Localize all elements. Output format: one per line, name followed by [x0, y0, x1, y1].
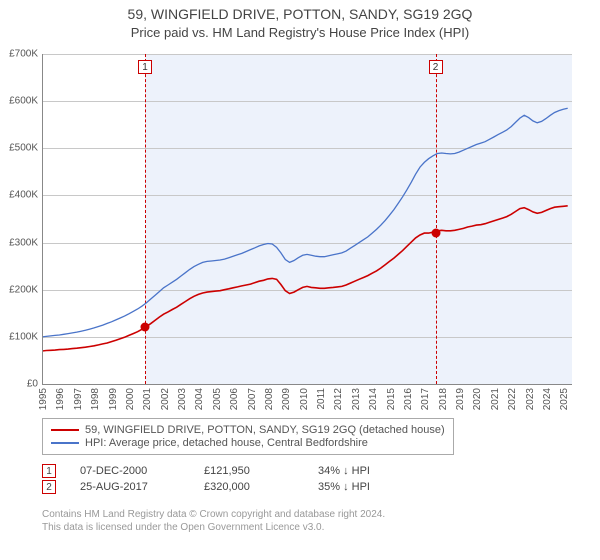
table-row: 1 07-DEC-2000 £121,950 34% ↓ HPI — [42, 464, 408, 478]
y-tick-label: £600K — [0, 96, 38, 107]
legend: 59, WINGFIELD DRIVE, POTTON, SANDY, SG19… — [42, 418, 454, 455]
x-tick-label: 2014 — [368, 388, 379, 410]
x-tick-label: 2017 — [420, 388, 431, 410]
y-tick-label: £300K — [0, 237, 38, 248]
x-tick-label: 2023 — [525, 388, 536, 410]
y-tick-label: £200K — [0, 284, 38, 295]
x-tick-label: 2004 — [194, 388, 205, 410]
x-tick-label: 2009 — [281, 388, 292, 410]
y-axis — [42, 54, 43, 384]
footer-line: This data is licensed under the Open Gov… — [42, 521, 385, 534]
x-tick-label: 2003 — [177, 388, 188, 410]
sale-diff: 35% ↓ HPI — [318, 481, 408, 493]
x-tick-label: 2007 — [247, 388, 258, 410]
x-tick-label: 2002 — [160, 388, 171, 410]
legend-label-hpi: HPI: Average price, detached house, Cent… — [85, 437, 368, 449]
x-tick-label: 2011 — [316, 388, 327, 410]
x-tick-label: 2021 — [490, 388, 501, 410]
x-tick-label: 2010 — [299, 388, 310, 410]
sale-flag-1: 1 — [42, 464, 56, 478]
x-tick-label: 2000 — [125, 388, 136, 410]
price-chart: £0£100K£200K£300K£400K£500K£600K£700K199… — [42, 54, 572, 384]
footer-attribution: Contains HM Land Registry data © Crown c… — [42, 508, 385, 534]
sale-price: £121,950 — [204, 465, 294, 477]
sale-flag-2: 2 — [42, 480, 56, 494]
x-tick-label: 1996 — [55, 388, 66, 410]
series-property — [42, 206, 568, 351]
y-tick-label: £0 — [0, 379, 38, 390]
sale-date: 07-DEC-2000 — [80, 465, 180, 477]
x-tick-label: 2025 — [559, 388, 570, 410]
sale-price: £320,000 — [204, 481, 294, 493]
x-tick-label: 2012 — [333, 388, 344, 410]
x-tick-label: 2006 — [229, 388, 240, 410]
table-row: 2 25-AUG-2017 £320,000 35% ↓ HPI — [42, 480, 408, 494]
sale-diff: 34% ↓ HPI — [318, 465, 408, 477]
x-tick-label: 2022 — [507, 388, 518, 410]
x-tick-label: 2015 — [386, 388, 397, 410]
page-subtitle: Price paid vs. HM Land Registry's House … — [0, 25, 600, 40]
x-tick-label: 2001 — [142, 388, 153, 410]
x-axis — [42, 384, 572, 385]
x-tick-label: 1995 — [38, 388, 49, 410]
y-tick-label: £700K — [0, 49, 38, 60]
y-tick-label: £400K — [0, 190, 38, 201]
y-tick-label: £100K — [0, 331, 38, 342]
y-tick-label: £500K — [0, 143, 38, 154]
x-tick-label: 2018 — [438, 388, 449, 410]
x-tick-label: 1998 — [90, 388, 101, 410]
x-tick-label: 2020 — [472, 388, 483, 410]
x-tick-label: 2013 — [351, 388, 362, 410]
x-tick-label: 1999 — [108, 388, 119, 410]
sale-date: 25-AUG-2017 — [80, 481, 180, 493]
x-tick-label: 2024 — [542, 388, 553, 410]
legend-swatch-property — [51, 429, 79, 431]
sales-table: 1 07-DEC-2000 £121,950 34% ↓ HPI 2 25-AU… — [42, 462, 408, 496]
x-tick-label: 1997 — [73, 388, 84, 410]
x-tick-label: 2008 — [264, 388, 275, 410]
footer-line: Contains HM Land Registry data © Crown c… — [42, 508, 385, 521]
page-title: 59, WINGFIELD DRIVE, POTTON, SANDY, SG19… — [0, 6, 600, 22]
x-tick-label: 2016 — [403, 388, 414, 410]
x-tick-label: 2019 — [455, 388, 466, 410]
x-tick-label: 2005 — [212, 388, 223, 410]
legend-label-property: 59, WINGFIELD DRIVE, POTTON, SANDY, SG19… — [85, 424, 445, 436]
legend-swatch-hpi — [51, 442, 79, 444]
